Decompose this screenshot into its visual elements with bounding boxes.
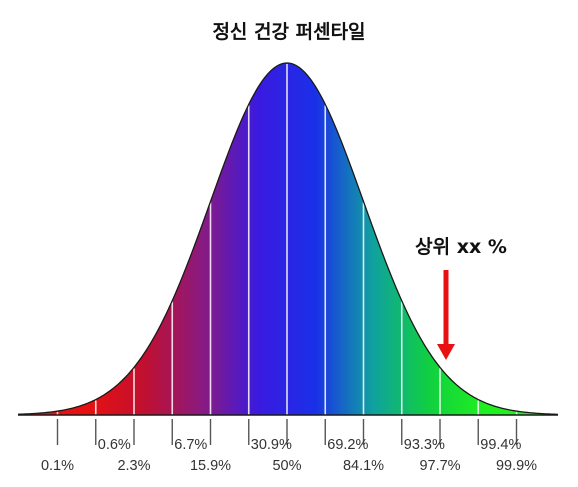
chart-title: 정신 건강 퍼센타일 (212, 21, 365, 43)
bell-curve-area (18, 63, 558, 415)
percentile-label: 50% (272, 458, 301, 474)
annotation-arrow-shaft (443, 270, 449, 348)
percentile-label: 0.1% (41, 458, 74, 474)
annotation-layer: 상위 xx % (415, 236, 507, 360)
percentile-label: 2.3% (117, 458, 150, 474)
bell-curve-outline (17, 62, 559, 415)
percentile-label: 93.3% (404, 437, 445, 453)
percentile-label: 6.7% (174, 437, 207, 453)
annotation-arrow-head (437, 344, 455, 360)
percentile-label: 69.2% (327, 437, 368, 453)
percentile-label: 99.9% (496, 458, 537, 474)
annotation-label: 상위 xx % (415, 236, 507, 258)
tick-label-layer: 0.1% 0.6% 2.3% 6.7% 15.9% 30.9% 50% 69.2% 84.1% 9… (41, 437, 537, 474)
percentile-label: 97.7% (419, 458, 460, 474)
curve-layer (17, 62, 559, 416)
percentile-label: 30.9% (251, 437, 292, 453)
percentile-label: 15.9% (190, 458, 231, 474)
percentile-label: 84.1% (343, 458, 384, 474)
percentile-label: 99.4% (480, 437, 521, 453)
tick-layer (56, 419, 518, 445)
percentile-label: 0.6% (98, 437, 131, 453)
